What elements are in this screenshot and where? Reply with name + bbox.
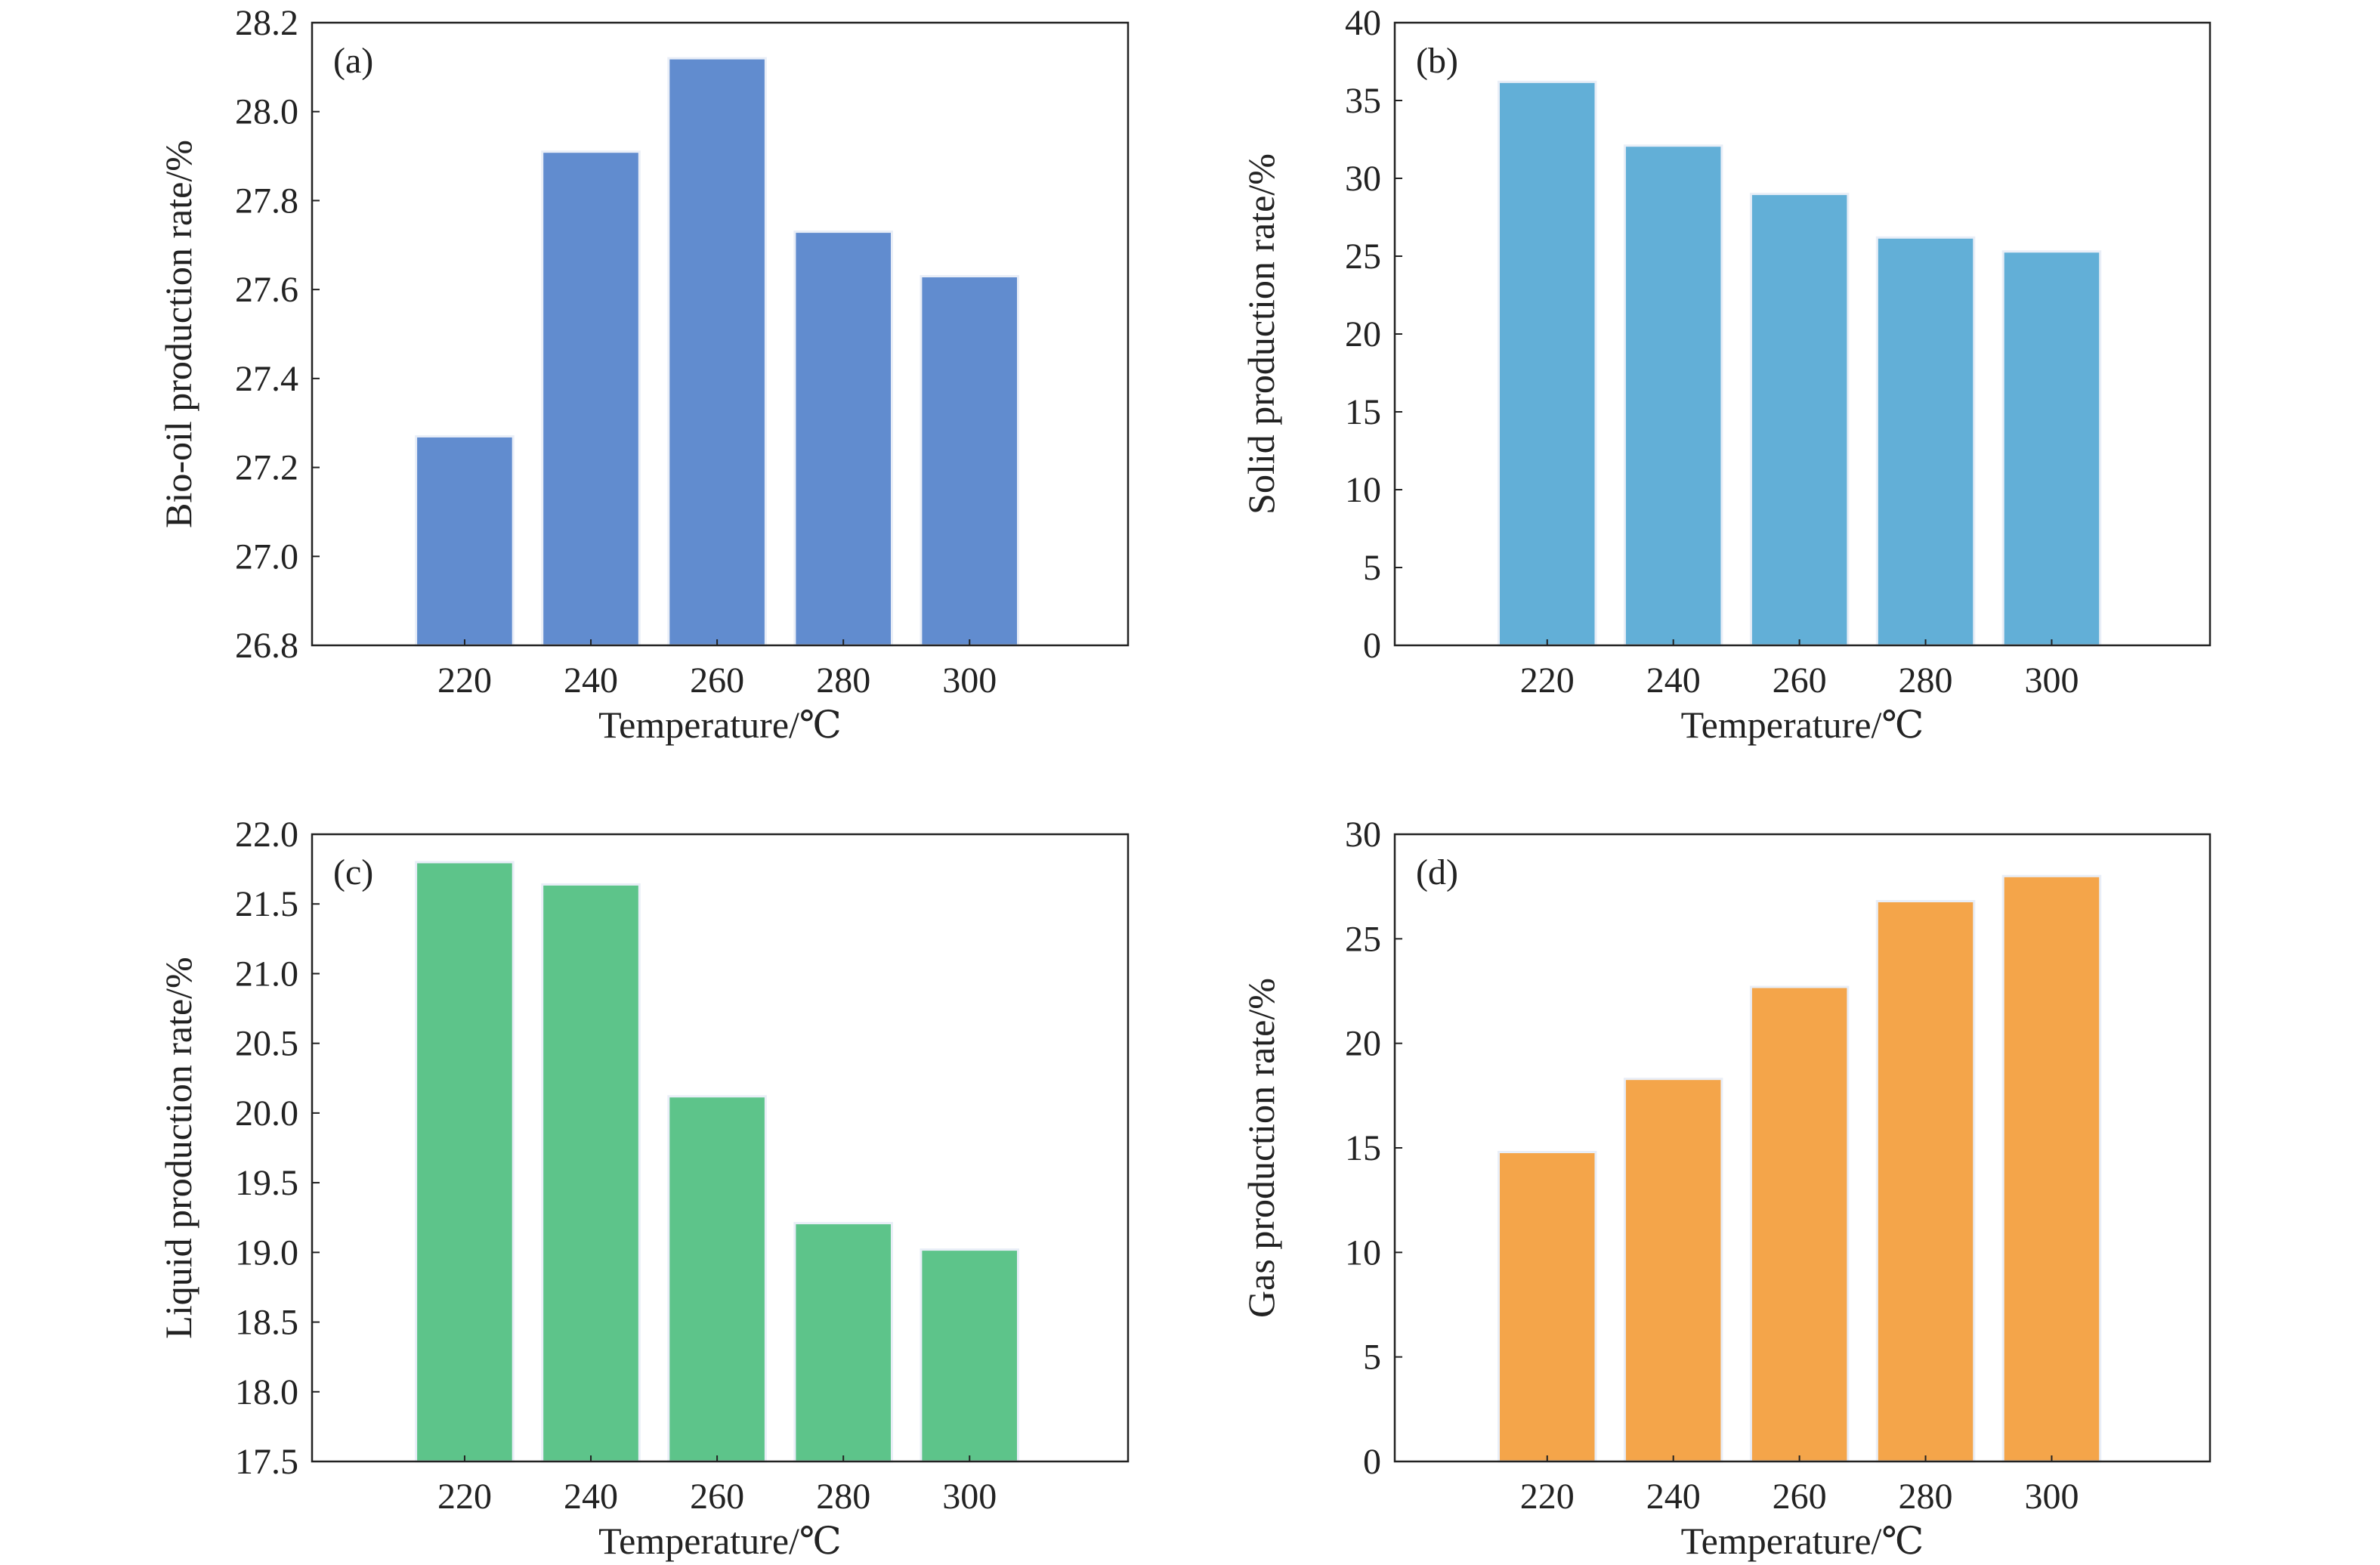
chart-1-ytick-label-3: 15 bbox=[1345, 392, 1381, 432]
chart-2-frame bbox=[311, 833, 1130, 1463]
chart-1-xtick-label-4: 300 bbox=[2024, 660, 2079, 701]
chart-1-ytick-label-8: 40 bbox=[1345, 3, 1381, 43]
chart-1-bar-3 bbox=[1875, 236, 1976, 647]
chart-2-bar-4 bbox=[920, 1248, 1020, 1463]
chart-1-panel-label: (b) bbox=[1416, 41, 1458, 81]
chart-3-bar-3 bbox=[1875, 900, 1976, 1463]
chart-0-ytick-label-3: 27.4 bbox=[235, 359, 298, 399]
chart-0-ytick-label-7: 28.2 bbox=[235, 3, 298, 43]
chart-3-xtick-label-1: 240 bbox=[1646, 1477, 1701, 1517]
chart-1-ytick-label-6: 30 bbox=[1345, 159, 1381, 199]
chart-0-bar-4 bbox=[920, 275, 1020, 647]
chart-0-panel-label: (a) bbox=[333, 41, 373, 81]
chart-0-xtick-label-4: 300 bbox=[942, 660, 997, 701]
chart-1-xtick-label-2: 260 bbox=[1773, 660, 1827, 701]
chart-0-ytick-label-0: 26.8 bbox=[235, 626, 298, 666]
chart-1-xtick-label-0: 220 bbox=[1520, 660, 1575, 701]
chart-3-ytick-label-5: 25 bbox=[1345, 919, 1381, 959]
chart-2-xtick-label-1: 240 bbox=[564, 1477, 618, 1517]
chart-3-ytick-label-0: 0 bbox=[1363, 1442, 1381, 1482]
chart-2-y-axis-label: Liquid production rate/% bbox=[157, 957, 199, 1338]
chart-0-xtick-label-0: 220 bbox=[437, 660, 492, 701]
chart-2-bar-0 bbox=[415, 861, 515, 1463]
chart-2-ytick-label-3: 19.0 bbox=[235, 1233, 298, 1273]
chart-2-bar-2 bbox=[667, 1095, 767, 1463]
chart-1-ytick-label-1: 5 bbox=[1363, 548, 1381, 588]
chart-0-ytick-label-2: 27.2 bbox=[235, 448, 298, 488]
chart-3-bar-1 bbox=[1623, 1078, 1723, 1463]
chart-3-panel-label: (d) bbox=[1416, 852, 1458, 892]
chart-1-x-axis-label: Temperature/℃ bbox=[1681, 704, 1924, 746]
chart-1-y-axis-label: Solid production rate/% bbox=[1240, 153, 1282, 515]
chart-2-xtick-label-0: 220 bbox=[437, 1477, 492, 1517]
chart-0-ytick-label-5: 27.8 bbox=[235, 181, 298, 221]
chart-2-panel: 220 240 260 280 300 17.5 18.0 18.5 19.0 19.5 20.0 2… bbox=[157, 815, 1130, 1562]
chart-2-ytick-label-6: 20.5 bbox=[235, 1024, 298, 1064]
chart-0-bar-2 bbox=[667, 57, 767, 647]
chart-1-ytick-label-4: 20 bbox=[1345, 314, 1381, 354]
chart-0-frame bbox=[311, 21, 1130, 647]
chart-2-ytick-label-2: 18.5 bbox=[235, 1303, 298, 1343]
chart-0-panel: 220 240 260 280 300 26.8 27.0 27.2 27.4 27.6 27.8 2… bbox=[157, 3, 1130, 746]
chart-2-ytick-label-4: 19.5 bbox=[235, 1163, 298, 1203]
chart-0-xtick-label-1: 240 bbox=[564, 660, 618, 701]
chart-2-ytick-label-9: 22.0 bbox=[235, 815, 298, 855]
chart-1-xtick-label-3: 280 bbox=[1899, 660, 1953, 701]
chart-0-bar-1 bbox=[541, 150, 641, 647]
chart-3-xtick-label-4: 300 bbox=[2024, 1477, 2079, 1517]
chart-0-y-axis-label: Bio-oil production rate/% bbox=[157, 140, 199, 528]
chart-2-ytick-label-8: 21.5 bbox=[235, 884, 298, 924]
chart-1-panel: 220 240 260 280 300 0 5 10 15 20 25 30 35 40 (b) Temper… bbox=[1240, 3, 2212, 746]
chart-2-bar-3 bbox=[793, 1222, 894, 1463]
chart-1-bar-1 bbox=[1623, 144, 1723, 647]
chart-3-x-axis-label: Temperature/℃ bbox=[1681, 1520, 1924, 1562]
chart-2-xtick-label-2: 260 bbox=[690, 1477, 744, 1517]
chart-3-ytick-label-3: 15 bbox=[1345, 1128, 1381, 1168]
chart-2-bar-1 bbox=[541, 883, 641, 1463]
chart-0-x-axis-label: Temperature/℃ bbox=[598, 704, 842, 746]
chart-2-ytick-label-7: 21.0 bbox=[235, 954, 298, 994]
chart-2-panel-label: (c) bbox=[333, 852, 373, 892]
chart-1-bar-4 bbox=[2001, 250, 2102, 647]
chart-1-ytick-label-2: 10 bbox=[1345, 470, 1381, 510]
chart-3-bar-0 bbox=[1498, 1151, 1597, 1463]
chart-2-xtick-label-4: 300 bbox=[942, 1477, 997, 1517]
chart-1-xtick-label-1: 240 bbox=[1646, 660, 1701, 701]
chart-0-ytick-label-6: 28.0 bbox=[235, 92, 298, 132]
chart-3-bar-4 bbox=[2001, 874, 2102, 1463]
chart-3-bar-2 bbox=[1749, 985, 1850, 1463]
chart-0-bar-0 bbox=[415, 435, 515, 647]
chart-0-xtick-label-2: 260 bbox=[690, 660, 744, 701]
chart-1-ytick-label-7: 35 bbox=[1345, 81, 1381, 121]
chart-3-panel: 220 240 260 280 300 0 5 10 15 20 25 30 (d) Temperatur… bbox=[1240, 815, 2212, 1562]
chart-2-xtick-label-3: 280 bbox=[816, 1477, 870, 1517]
chart-2-ytick-label-5: 20.0 bbox=[235, 1093, 298, 1134]
chart-3-xtick-label-2: 260 bbox=[1773, 1477, 1827, 1517]
chart-1-bar-0 bbox=[1498, 80, 1597, 647]
chart-0-xtick-label-3: 280 bbox=[816, 660, 870, 701]
chart-3-ytick-label-2: 10 bbox=[1345, 1233, 1381, 1273]
chart-0-ytick-label-4: 27.6 bbox=[235, 270, 298, 310]
chart-3-xtick-label-3: 280 bbox=[1899, 1477, 1953, 1517]
chart-3-ytick-label-6: 30 bbox=[1345, 815, 1381, 855]
chart-3-ytick-label-4: 20 bbox=[1345, 1024, 1381, 1064]
chart-1-ytick-label-0: 0 bbox=[1363, 626, 1381, 666]
chart-3-y-axis-label: Gas production rate/% bbox=[1240, 978, 1282, 1318]
chart-2-x-axis-label: Temperature/℃ bbox=[598, 1520, 842, 1562]
chart-3-xtick-label-0: 220 bbox=[1520, 1477, 1575, 1517]
chart-0-bar-3 bbox=[793, 230, 894, 647]
chart-0-ytick-label-1: 27.0 bbox=[235, 537, 298, 577]
chart-1-ytick-label-5: 25 bbox=[1345, 237, 1381, 277]
chart-3-ytick-label-1: 5 bbox=[1363, 1338, 1381, 1378]
chart-2-ytick-label-1: 18.0 bbox=[235, 1372, 298, 1412]
chart-2-ytick-label-0: 17.5 bbox=[235, 1442, 298, 1482]
chart-1-bar-2 bbox=[1749, 193, 1850, 647]
